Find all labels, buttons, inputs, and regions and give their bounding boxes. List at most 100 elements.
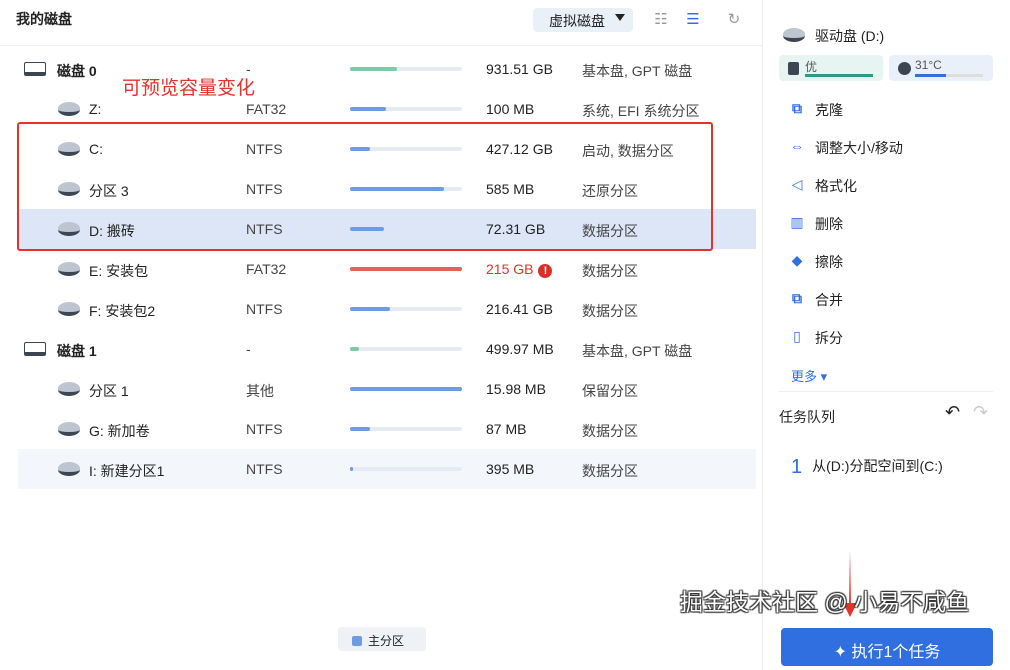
- usage-fill: [350, 387, 462, 391]
- redo-icon[interactable]: ↷: [973, 402, 989, 422]
- grid-view-icon[interactable]: ☷: [654, 11, 668, 28]
- usage-bar: [350, 147, 462, 151]
- health-bar: [805, 74, 873, 77]
- hard-disk-icon: [24, 342, 46, 356]
- row-type: 还原分区: [582, 183, 638, 199]
- temperature-label: 31°C: [915, 58, 942, 72]
- legend-swatch: [352, 636, 362, 646]
- warning-icon: !: [538, 264, 553, 278]
- temperature-status: 31°C: [889, 55, 993, 81]
- row-size: 427.12 GB: [486, 141, 553, 157]
- task-number: 1: [791, 456, 803, 478]
- row-size: 72.31 GB: [486, 221, 545, 237]
- row-size: 87 MB: [486, 421, 526, 437]
- action-label: 格式化: [815, 178, 857, 194]
- page-title: 我的磁盘: [16, 11, 72, 27]
- temperature-bar: [915, 74, 983, 77]
- partition-icon: [58, 302, 80, 316]
- partition-icon: [58, 262, 80, 276]
- partition-row[interactable]: F: 安装包2 NTFS 216.41 GB 数据分区: [18, 289, 756, 329]
- row-name: C:: [89, 141, 103, 157]
- row-type: 数据分区: [582, 423, 638, 439]
- usage-bar: [350, 227, 462, 231]
- action-label: 克隆: [815, 102, 843, 118]
- row-name: E: 安装包: [89, 263, 149, 279]
- partition-row[interactable]: I: 新建分区1 NTFS 395 MB 数据分区: [18, 449, 756, 489]
- disk-row[interactable]: 磁盘 0 - 931.51 GB 基本盘, GPT 磁盘: [18, 49, 756, 89]
- drive-icon: [783, 28, 805, 42]
- sparkle-icon: ✦: [833, 644, 852, 661]
- view-select[interactable]: 虚拟磁盘: [533, 8, 633, 32]
- row-size: 15.98 MB: [486, 381, 546, 397]
- row-type: 数据分区: [582, 303, 638, 319]
- chevron-down-icon: [615, 14, 625, 21]
- action-label: 删除: [815, 216, 843, 232]
- row-type: 系统, EFI 系统分区: [582, 103, 700, 119]
- row-size-value: 585 MB: [486, 181, 535, 197]
- row-size-value: 87 MB: [486, 421, 527, 437]
- row-size: 931.51 GB: [486, 61, 553, 77]
- usage-fill: [350, 107, 386, 111]
- row-size-value: 395 MB: [486, 461, 535, 477]
- row-filesystem: -: [246, 341, 251, 357]
- split-icon: ▯: [793, 328, 801, 344]
- row-size-value: 427.12 GB: [486, 141, 553, 157]
- partition-icon: [58, 422, 80, 436]
- row-filesystem: NTFS: [246, 301, 283, 317]
- partition-icon: [58, 182, 80, 196]
- run-label: 执行1个任务: [851, 644, 941, 661]
- row-filesystem: -: [246, 61, 251, 77]
- usage-fill: [350, 347, 359, 351]
- disk-row[interactable]: 磁盘 1 - 499.97 MB 基本盘, GPT 磁盘: [18, 329, 756, 369]
- disk-panel: 我的磁盘 虚拟磁盘 ☷ ☰ ↻ 磁盘 0 - 931.51 GB 基本盘, GP…: [0, 8, 762, 651]
- merge-icon: ⧉: [792, 290, 802, 306]
- row-type: 数据分区: [582, 223, 638, 239]
- row-size: 499.97 MB: [486, 341, 554, 357]
- partition-icon: [58, 462, 80, 476]
- row-name: I: 新建分区1: [89, 463, 165, 479]
- partition-icon: [58, 102, 80, 116]
- row-name: 磁盘 1: [57, 343, 97, 359]
- list-view-icon[interactable]: ☰: [686, 11, 700, 28]
- drive-name: 驱动盘 (D:): [815, 28, 885, 44]
- thermometer-icon: [898, 62, 911, 75]
- row-type: 启动, 数据分区: [582, 143, 674, 159]
- delete-icon: ▥: [790, 214, 804, 230]
- annotation-box: [17, 122, 713, 251]
- action-label: 拆分: [815, 330, 843, 346]
- row-filesystem: FAT32: [246, 261, 287, 277]
- run-tasks-button[interactable]: ✦ 执行1个任务: [781, 628, 993, 666]
- partition-row[interactable]: 分区 1 其他 15.98 MB 保留分区: [18, 369, 756, 409]
- partition-icon: [58, 222, 80, 236]
- undo-icon[interactable]: ↶: [945, 402, 961, 422]
- row-size: 100 MB: [486, 101, 534, 117]
- partition-row[interactable]: Z: FAT32 100 MB 系统, EFI 系统分区: [18, 89, 756, 129]
- row-name: 磁盘 0: [57, 63, 97, 79]
- usage-fill: [350, 467, 354, 471]
- row-type: 数据分区: [582, 263, 638, 279]
- health-label: 优: [805, 60, 818, 74]
- usage-fill: [350, 67, 398, 71]
- row-name: Z:: [89, 101, 102, 117]
- more-button[interactable]: 更多 ▾: [791, 366, 827, 385]
- row-size-value: 931.51 GB: [486, 61, 553, 77]
- clone-icon: ⧉: [792, 100, 802, 116]
- row-type: 保留分区: [582, 383, 638, 399]
- annotation-arrowhead: [843, 603, 857, 617]
- usage-bar: [350, 467, 462, 471]
- row-size: 216.41 GB: [486, 301, 553, 317]
- action-label: 调整大小/移动: [815, 140, 903, 156]
- usage-bar: [350, 307, 462, 311]
- partition-row[interactable]: E: 安装包 FAT32 215 GB! 数据分区: [18, 249, 756, 289]
- hard-disk-icon: [24, 62, 46, 76]
- partition-row[interactable]: G: 新加卷 NTFS 87 MB 数据分区: [18, 409, 756, 449]
- partition-row[interactable]: 分区 3 NTFS 585 MB 还原分区: [18, 169, 756, 209]
- usage-fill: [350, 427, 371, 431]
- row-name: 分区 3: [89, 183, 129, 199]
- partition-row[interactable]: C: NTFS 427.12 GB 启动, 数据分区: [18, 129, 756, 169]
- sidebar: 驱动盘 (D:) 优 31°C ⧉ 克隆 ⇔ 调整大小/移动 ◁ 格式化 ▥ 删除 ◆ 擦除 ⧉ 合并…: [762, 0, 1010, 670]
- partition-row[interactable]: D: 搬砖 NTFS 72.31 GB 数据分区: [18, 209, 756, 249]
- usage-bar: [350, 67, 462, 71]
- resize-icon: ⇔: [790, 138, 804, 154]
- refresh-icon[interactable]: ↻: [727, 11, 741, 28]
